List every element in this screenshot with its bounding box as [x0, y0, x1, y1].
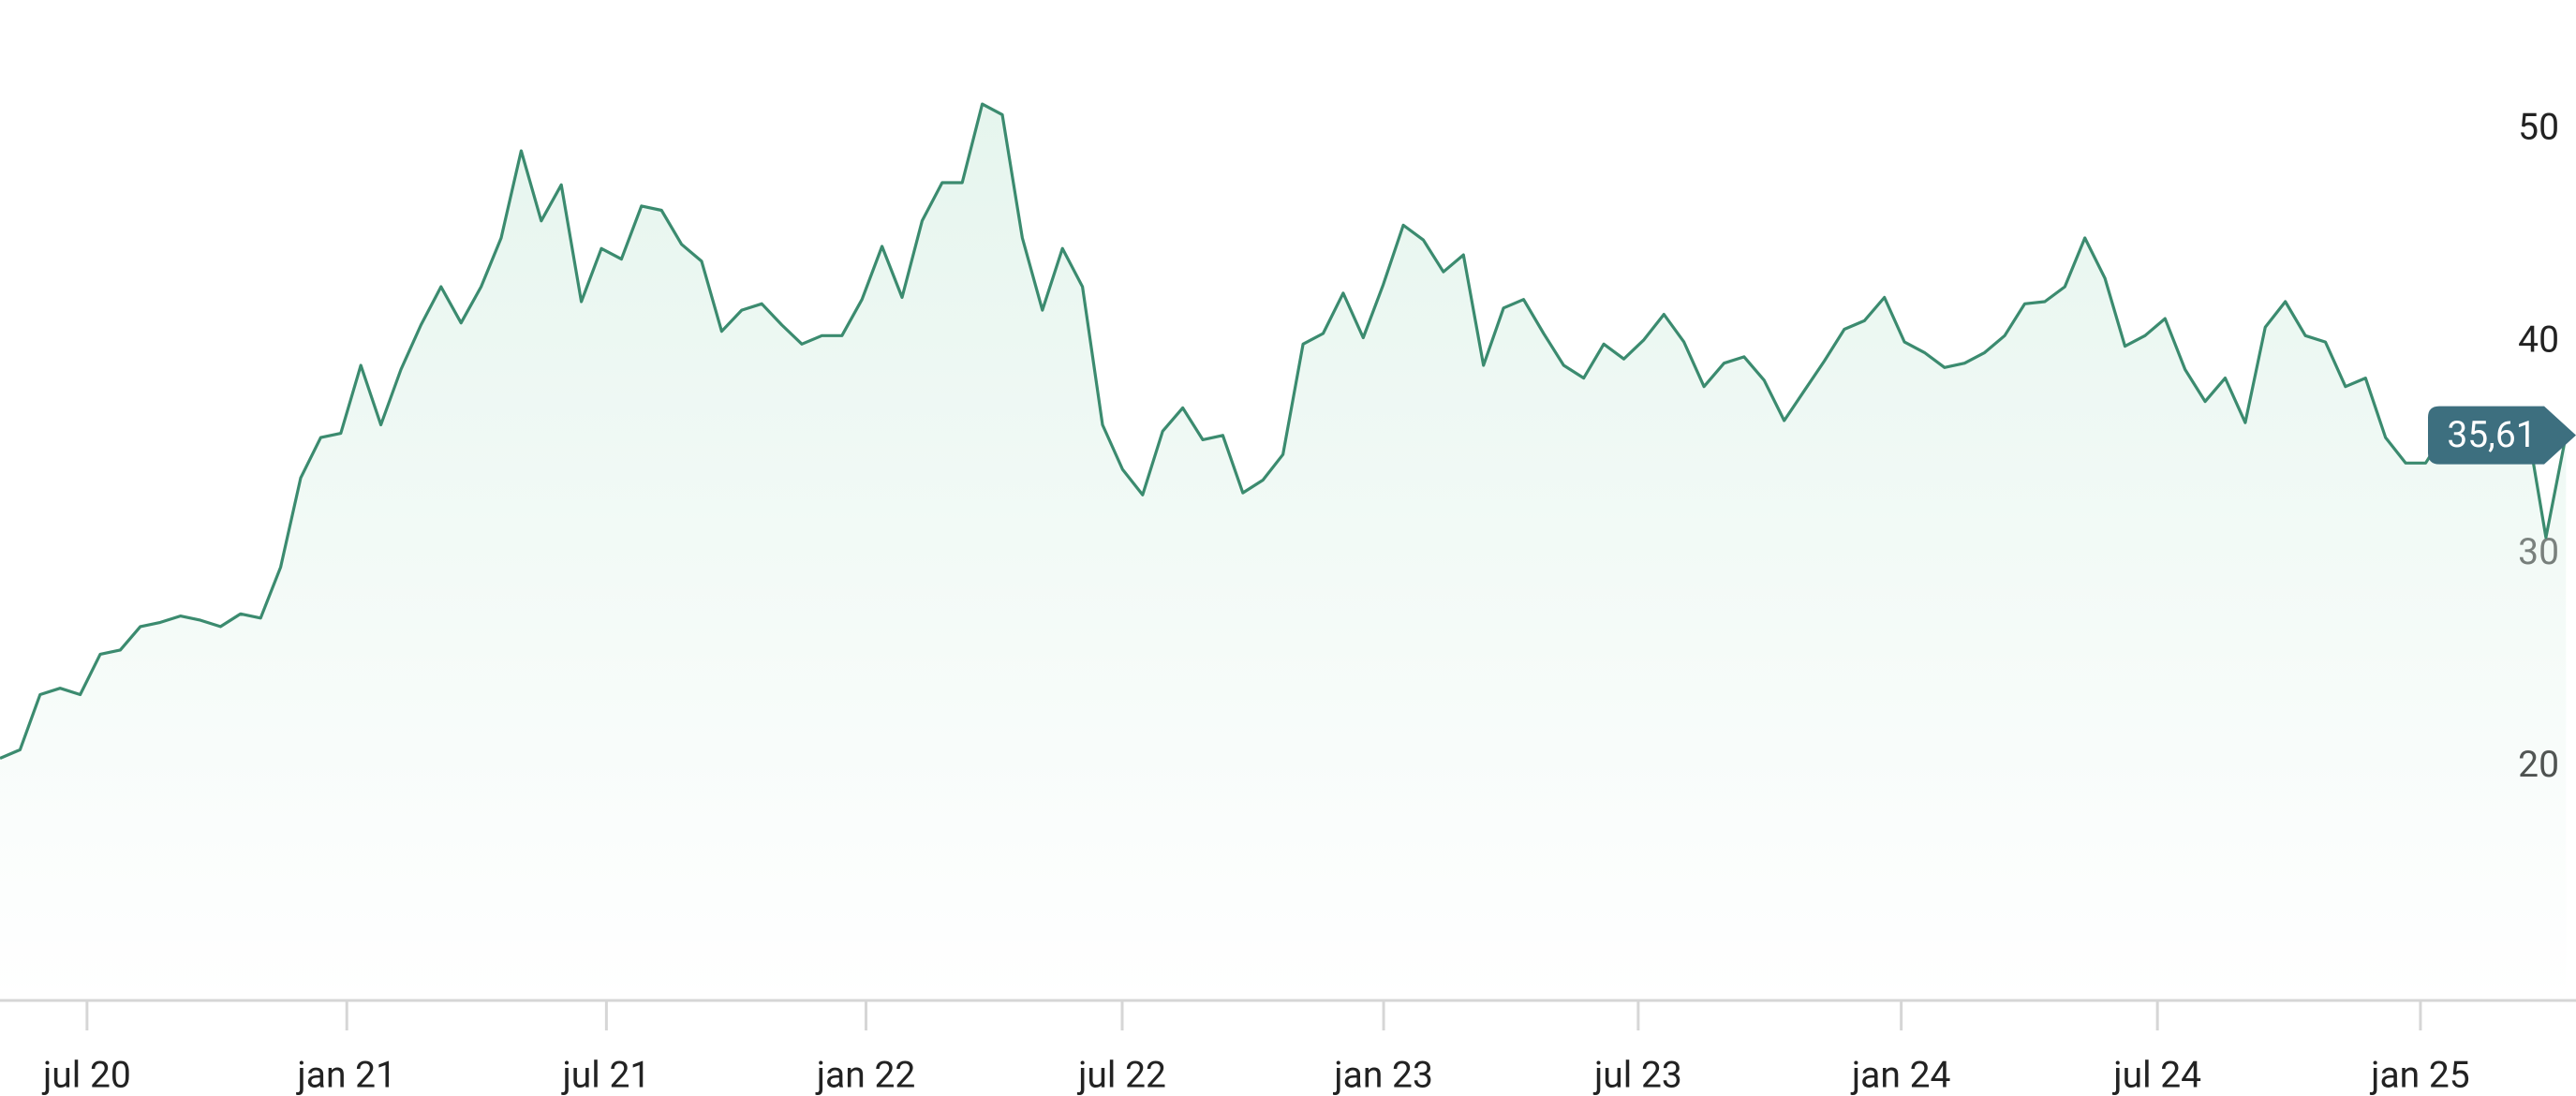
price-line: [0, 102, 2568, 760]
current-value-label: 35,61: [2447, 413, 2536, 456]
x-tick-label: jan 22: [815, 1053, 916, 1096]
x-tick-label: jan 21: [295, 1053, 396, 1096]
x-tick-label: jul 21: [560, 1053, 650, 1096]
x-tick-label: jul 20: [41, 1053, 131, 1096]
x-tick-label: jan 25: [2369, 1053, 2470, 1096]
current-value-badge: [2428, 406, 2576, 465]
x-tick-label: jul 22: [1076, 1053, 1166, 1096]
area-fill: [0, 104, 2567, 1001]
x-tick-label: jul 24: [2111, 1053, 2201, 1096]
y-tick-label: 40: [2518, 318, 2559, 361]
y-tick-label: 50: [2518, 106, 2559, 149]
x-tick-label: jul 23: [1592, 1053, 1682, 1096]
x-tick-label: jan 24: [1850, 1053, 1951, 1096]
x-tick-label: jan 23: [1332, 1053, 1433, 1096]
